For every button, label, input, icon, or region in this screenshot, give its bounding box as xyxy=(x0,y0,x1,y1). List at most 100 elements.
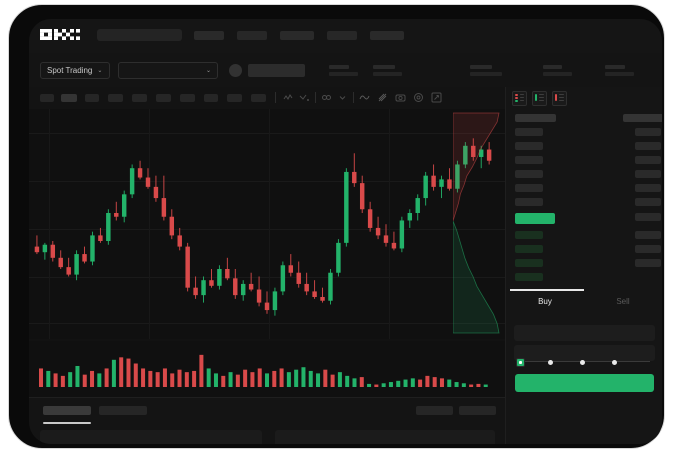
bottom-block-left[interactable] xyxy=(40,430,262,444)
stat-last-price xyxy=(329,65,359,76)
compare-icon[interactable] xyxy=(299,92,310,103)
buy-sell-tab-group: Buy Sell xyxy=(506,289,662,319)
chevron-down-icon: ⌄ xyxy=(97,68,103,74)
slider-step-dot[interactable] xyxy=(612,359,617,365)
toolbar-divider xyxy=(315,92,316,103)
okx-logo[interactable] xyxy=(40,29,80,40)
interval-chip-10[interactable] xyxy=(251,94,266,102)
market-mode-label: Spot Trading xyxy=(47,66,93,75)
table-row[interactable] xyxy=(635,231,661,239)
device-screen: Spot Trading ⌄ ⌄ xyxy=(29,19,662,444)
table-row[interactable] xyxy=(635,198,661,206)
slider-handle[interactable] xyxy=(516,358,525,367)
coin-avatar xyxy=(229,64,242,77)
search-input[interactable] xyxy=(97,29,182,41)
table-row[interactable] xyxy=(635,170,661,178)
bottom-action-1[interactable] xyxy=(416,406,453,415)
table-row[interactable] xyxy=(515,170,543,178)
tab-open-orders[interactable] xyxy=(43,406,91,415)
nav-item-5[interactable] xyxy=(370,31,404,40)
interval-chip-5[interactable] xyxy=(132,94,147,102)
stat-high-24h xyxy=(470,65,503,76)
order-type-field[interactable] xyxy=(514,325,655,341)
market-mode-selector[interactable]: Spot Trading ⌄ xyxy=(40,62,110,79)
nav-item-4[interactable] xyxy=(327,31,357,40)
interval-chip-7[interactable] xyxy=(180,94,195,102)
bottom-action-2[interactable] xyxy=(459,406,496,415)
interval-chip-1[interactable] xyxy=(40,94,54,102)
table-row[interactable] xyxy=(635,184,661,192)
top-navigation-bar xyxy=(29,19,662,53)
active-tab-underline xyxy=(510,289,584,291)
orderbook-mode-group xyxy=(512,91,567,106)
table-row[interactable] xyxy=(635,156,661,164)
camera-icon[interactable] xyxy=(395,92,406,103)
orderbook-mode-asks-icon[interactable] xyxy=(552,91,567,106)
active-tab-underline xyxy=(43,422,91,424)
interval-chip-8[interactable] xyxy=(204,94,218,102)
tab-sell[interactable]: Sell xyxy=(616,297,630,306)
table-row[interactable] xyxy=(635,142,661,150)
chart-gridline xyxy=(29,277,505,278)
chart-gridline xyxy=(389,109,390,339)
nav-item-1[interactable] xyxy=(194,31,224,40)
orderbook-mode-bids-icon[interactable] xyxy=(532,91,547,106)
orderbook-col-amount xyxy=(623,114,662,122)
table-row[interactable] xyxy=(515,231,543,239)
chart-gridline xyxy=(29,181,505,182)
settings-icon[interactable] xyxy=(413,92,424,103)
interval-chip-3[interactable] xyxy=(85,94,99,102)
table-row[interactable] xyxy=(515,259,543,267)
tab-order-history[interactable] xyxy=(99,406,147,415)
table-row[interactable] xyxy=(635,245,661,253)
table-row[interactable] xyxy=(515,198,543,206)
bottom-block-right[interactable] xyxy=(275,430,495,444)
table-row[interactable] xyxy=(515,156,543,164)
orderbook-depth-chart xyxy=(453,109,505,339)
interval-chip-4[interactable] xyxy=(108,94,123,102)
chart-gridline xyxy=(149,109,150,339)
table-row[interactable] xyxy=(515,142,543,150)
pair-name[interactable] xyxy=(248,64,305,77)
measure-icon[interactable] xyxy=(377,92,388,103)
pair-selector[interactable]: ⌄ xyxy=(118,62,218,79)
slider-step-dot[interactable] xyxy=(580,359,585,365)
amount-slider[interactable] xyxy=(516,357,654,367)
slider-step-dot[interactable] xyxy=(548,359,553,365)
interval-chip-9[interactable] xyxy=(227,94,242,102)
chart-gridline xyxy=(49,109,50,339)
interval-chip-2[interactable] xyxy=(61,94,77,102)
chart-gridline xyxy=(29,229,505,230)
table-row[interactable] xyxy=(515,128,543,136)
table-row[interactable] xyxy=(635,128,661,136)
table-row[interactable] xyxy=(635,259,661,267)
table-row[interactable] xyxy=(515,245,543,253)
table-row[interactable] xyxy=(515,184,543,192)
nav-item-2[interactable] xyxy=(237,31,267,40)
line-chart-icon[interactable] xyxy=(359,92,370,103)
price-field[interactable] xyxy=(514,345,655,361)
fullscreen-icon[interactable] xyxy=(431,92,442,103)
buy-submit-button[interactable] xyxy=(515,374,654,392)
interval-chip-6[interactable] xyxy=(156,94,171,102)
toolbar-divider xyxy=(275,92,276,103)
table-row[interactable] xyxy=(635,213,661,221)
table-row[interactable] xyxy=(515,273,543,281)
chevron-down-icon[interactable] xyxy=(337,92,348,103)
orderbook-col-price xyxy=(515,114,556,122)
candlestick-chart[interactable] xyxy=(29,109,505,339)
chart-gridline xyxy=(29,133,505,134)
volume-chart xyxy=(29,341,505,397)
orderbook-mode-both-icon[interactable] xyxy=(512,91,527,106)
tab-buy[interactable]: Buy xyxy=(538,297,552,306)
chart-gridline xyxy=(269,109,270,339)
stat-low-24h xyxy=(543,65,573,76)
nav-item-3[interactable] xyxy=(280,31,314,40)
orderbook-spread-row[interactable] xyxy=(515,213,555,224)
chevron-down-icon: ⌄ xyxy=(205,68,211,74)
alert-icon[interactable] xyxy=(321,92,332,103)
slider-track xyxy=(520,361,650,362)
indicator-icon[interactable] xyxy=(283,92,294,103)
ticker-bar: Spot Trading ⌄ ⌄ xyxy=(29,53,662,88)
